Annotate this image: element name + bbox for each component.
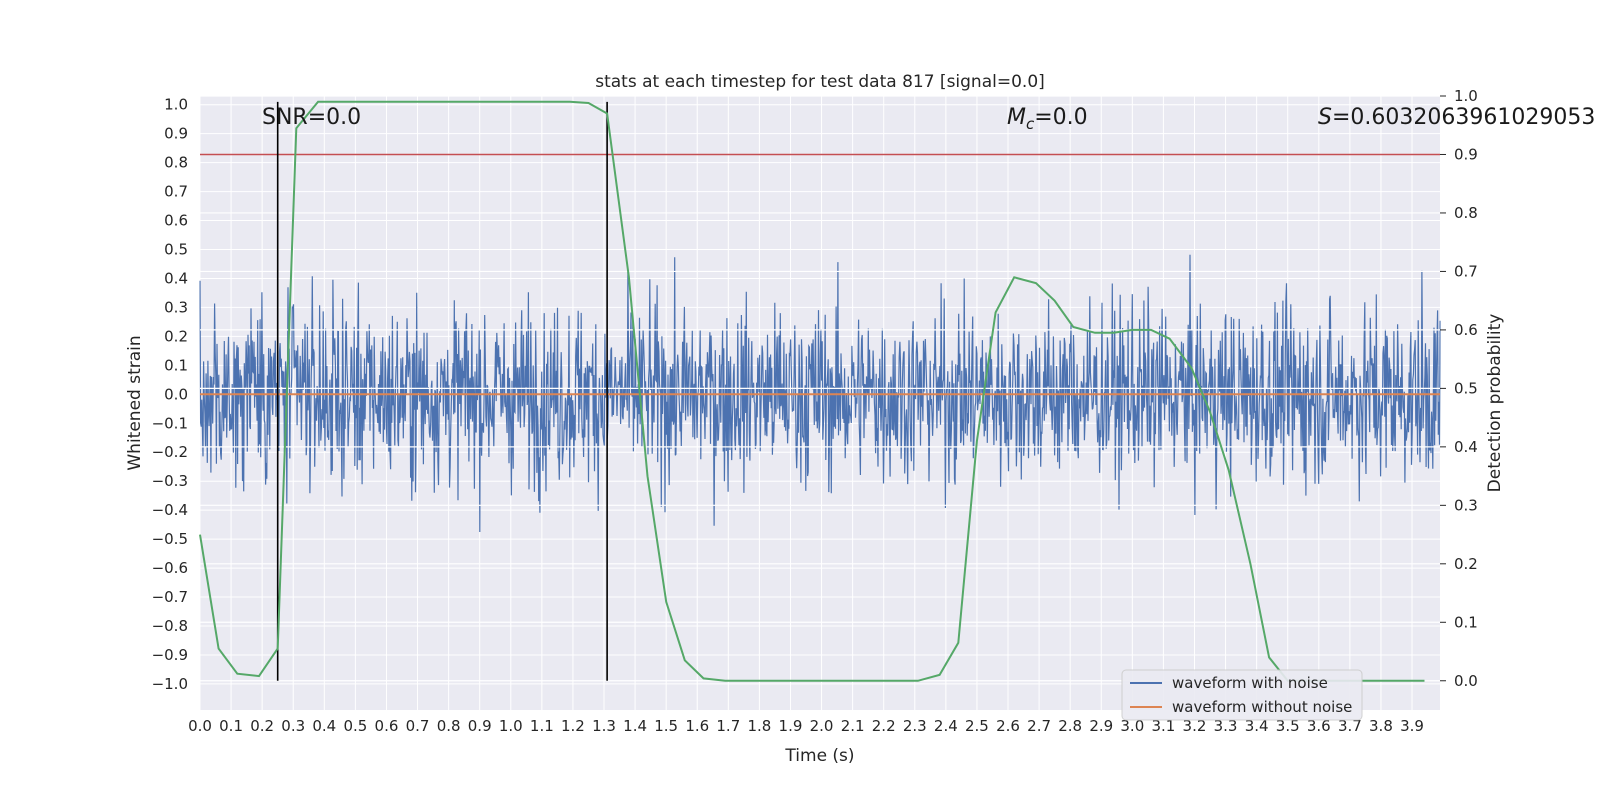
y-tick-label: −0.2 [152, 443, 188, 461]
x-axis-label: Time (s) [784, 746, 854, 766]
x-tick-label: 0.9 [468, 717, 492, 735]
x-tick-label: 3.0 [1120, 717, 1144, 735]
y-tick-label: −0.7 [152, 588, 188, 606]
overlay [199, 95, 1440, 682]
y-tick-label: −0.6 [152, 559, 188, 577]
x-tick-label: 0.2 [250, 717, 274, 735]
chart-title: stats at each timestep for test data 817… [595, 72, 1045, 92]
x-tick-label: 0.1 [219, 717, 243, 735]
x-tick-label: 2.7 [1027, 717, 1051, 735]
y-tick-label: 0.7 [164, 183, 188, 201]
y2-tick-label: 0.5 [1454, 379, 1478, 397]
y-tick-label: 0.4 [164, 269, 188, 287]
x-tick-label: 3.7 [1338, 717, 1362, 735]
x-tick-label: 1.6 [685, 717, 709, 735]
x-tick-label: 1.3 [592, 717, 616, 735]
x-tick-label: 3.6 [1307, 717, 1331, 735]
y-tick-label: 0.3 [164, 298, 188, 316]
x-tick-label: 3.4 [1245, 717, 1269, 735]
y-tick-label: −1.0 [152, 675, 188, 693]
x-tick-label: 3.2 [1183, 717, 1207, 735]
y-tick-label: 0.8 [164, 154, 188, 172]
x-tick-label: 1.1 [530, 717, 554, 735]
x-tick-label: 3.3 [1214, 717, 1238, 735]
y-tick-label: −0.5 [152, 530, 188, 548]
x-tick-label: 2.6 [996, 717, 1020, 735]
y-tick-label: 0.6 [164, 212, 188, 230]
x-tick-label: 3.1 [1151, 717, 1175, 735]
y2-tick-label: 0.2 [1454, 555, 1478, 573]
y-tick-label: 0.1 [164, 356, 188, 374]
x-tick-label: 1.2 [561, 717, 585, 735]
x-tick-label: 2.3 [903, 717, 927, 735]
x-tick-label: 0.8 [437, 717, 461, 735]
x-tick-label: 2.4 [934, 717, 958, 735]
y2-tick-label: 1.0 [1454, 87, 1478, 105]
y-tick-label: 0.9 [164, 125, 188, 143]
y-tick-label: −0.3 [152, 472, 188, 490]
y2-axis-label: Detection probability [1485, 314, 1505, 493]
y2-tick-label: 0.4 [1454, 438, 1478, 456]
y-tick-label: −0.8 [152, 617, 188, 635]
x-tick-label: 2.9 [1089, 717, 1113, 735]
x-tick-label: 3.5 [1276, 717, 1300, 735]
probability-line [199, 100, 1425, 682]
x-tick-label: 1.8 [747, 717, 771, 735]
y-axis-label: Whitened strain [125, 335, 145, 470]
y-tick-label: −0.4 [152, 501, 188, 519]
x-tick-label: 2.8 [1058, 717, 1082, 735]
y-tick-label: 1.0 [164, 96, 188, 114]
legend-box [1121, 669, 1363, 721]
x-tick-label: 3.8 [1369, 717, 1393, 735]
y2-tick-label: 0.3 [1454, 496, 1478, 514]
y-tick-label: 0.0 [164, 385, 188, 403]
x-tick-label: 2.1 [841, 717, 865, 735]
x-tick-label: 3.9 [1400, 717, 1424, 735]
x-tick-label: 2.2 [872, 717, 896, 735]
x-tick-label: 1.4 [623, 717, 647, 735]
x-tick-label: 0.5 [343, 717, 367, 735]
y2-tick-label: 0.9 [1454, 145, 1478, 163]
y2-tick-label: 0.6 [1454, 321, 1478, 339]
x-tick-label: 2.0 [810, 717, 834, 735]
legend: waveform with noise waveform without noi… [1121, 669, 1363, 721]
x-tick-label: 2.5 [965, 717, 989, 735]
x-tick-label: 0.0 [188, 717, 212, 735]
x-tick-label: 1.9 [779, 717, 803, 735]
x-tick-label: 1.7 [716, 717, 740, 735]
y2-tick-label: 0.1 [1454, 613, 1478, 631]
x-tick-label: 0.7 [406, 717, 430, 735]
y2-tick-label: 0.8 [1454, 204, 1478, 222]
mc-annotation: Mc=0.0 [1007, 105, 1088, 133]
y2-tick-label: 0.7 [1454, 262, 1478, 280]
x-tick-label: 1.0 [499, 717, 523, 735]
snr-annotation: SNR=0.0 [262, 105, 361, 130]
x-tick-label: 0.3 [281, 717, 305, 735]
x-tick-label: 0.4 [312, 717, 336, 735]
y-tick-label: 0.2 [164, 327, 188, 345]
y-tick-label: −0.1 [152, 414, 188, 432]
legend-noise-label: waveform with noise [1172, 674, 1328, 692]
s-annotation: S=0.6032063961029053 [1318, 105, 1595, 130]
x-tick-label: 1.5 [654, 717, 678, 735]
legend-clean-label: waveform without noise [1172, 698, 1352, 716]
y-tick-label: −0.9 [152, 646, 188, 664]
y-tick-label: 0.5 [164, 241, 188, 259]
x-tick-label: 0.6 [375, 717, 399, 735]
ticks: 0.0 0.1 0.2 0.3 0.4 0.5 0.6 0.7 0.8 0.9 1.0 1.1 1.2 1… [152, 87, 1478, 735]
y2-tick-label: 0.0 [1454, 672, 1478, 690]
